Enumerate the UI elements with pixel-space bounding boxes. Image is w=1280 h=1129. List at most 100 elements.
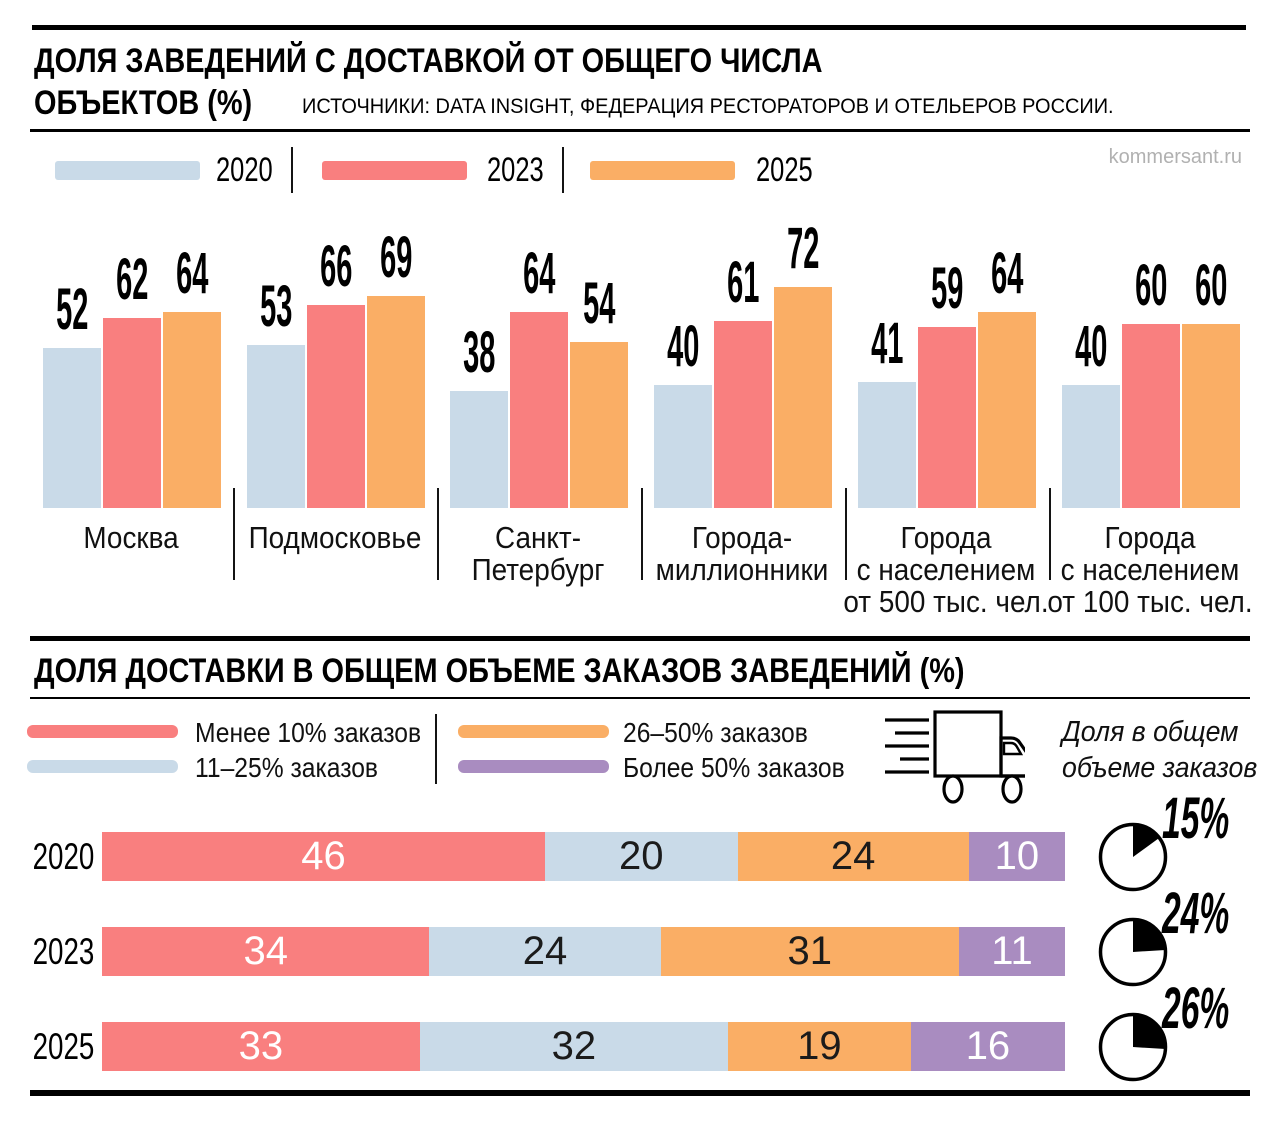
grouped-bar-chart: 52 53 38 40 41 40 62 66 64 61 59 60 64 69 54 72 64 60 Моск…	[43, 216, 1253, 619]
category-label: Санкт- Петербург	[471, 520, 605, 587]
legend-divider	[435, 714, 437, 784]
bar-2023-group5	[918, 327, 976, 508]
bar-2025-group1	[163, 312, 221, 508]
section-divider-rule	[30, 636, 1250, 641]
segment-2025-s2: 32	[419, 1022, 728, 1071]
stacked-bar-chart: 2020 46 20 24 10 15% 2023 34 24 31 11 24% 2025 33 32 19…	[0, 789, 1280, 1100]
bar-value-label: 40	[1074, 314, 1108, 379]
bar-value-label: 69	[379, 225, 413, 290]
bar-value-label: 52	[55, 277, 89, 342]
bar-2023-group6	[1122, 324, 1180, 508]
legend-label-26-50: 26–50% заказов	[623, 717, 808, 748]
share-note-line2: объеме заказов	[1062, 752, 1258, 784]
segment-2023-s3: 31	[660, 927, 960, 976]
legend-divider	[562, 147, 564, 193]
top-rule	[32, 25, 1246, 30]
bar-2025-group6	[1182, 324, 1240, 508]
pie-percent-label: 26%	[1162, 975, 1230, 1041]
category-label: Города с населением от 500 тыс. чел.	[843, 520, 1049, 619]
group-divider	[1049, 488, 1051, 580]
pie-percent-label: 24%	[1162, 880, 1230, 946]
bar-value-label: 64	[175, 241, 209, 306]
legend-label-2023: 2023	[487, 151, 544, 189]
bar-value-label: 41	[870, 311, 904, 376]
bar-value-label: 66	[319, 234, 353, 299]
bar-value-label: 64	[522, 241, 556, 306]
segment-2020-s1: 46	[102, 832, 545, 881]
segment-2025-s1: 33	[102, 1022, 420, 1071]
bar-value-label: 40	[666, 314, 700, 379]
bar-value-label: 60	[1134, 253, 1168, 318]
pie-share-icon	[1093, 912, 1173, 992]
bar-2020-group3	[450, 391, 508, 508]
bar-2025-group5	[978, 312, 1036, 508]
bottom-chart-title: ДОЛЯ ДОСТАВКИ В ОБЩЕМ ОБЪЕМЕ ЗАКАЗОВ ЗАВ…	[34, 652, 965, 690]
bar-2025-group3	[570, 342, 628, 508]
title-underline-rule	[30, 129, 1250, 132]
share-note-line1: Доля в общем	[1062, 716, 1239, 748]
legend-swatch-more-50	[458, 760, 609, 773]
bar-2020-group1	[43, 348, 101, 508]
group-divider	[233, 488, 235, 580]
source-note: ИСТОЧНИКИ: DATA INSIGHT, ФЕДЕРАЦИЯ РЕСТО…	[302, 95, 1114, 118]
segment-2025-s3: 19	[727, 1022, 911, 1071]
bar-2023-group4	[714, 321, 772, 508]
legend-swatch-2023	[322, 161, 467, 180]
bar-2023-group2	[307, 305, 365, 508]
bar-value-label: 54	[582, 271, 616, 336]
bottom-title-underline-rule	[30, 697, 1250, 699]
pie-percent-label: 15%	[1162, 785, 1230, 851]
bar-2023-group1	[103, 318, 161, 508]
segment-2023-s1: 34	[102, 927, 430, 976]
truck-icon	[875, 706, 1025, 806]
segment-2020-s3: 24	[737, 832, 969, 881]
legend-swatch-2020	[55, 161, 200, 180]
top-chart-title-line1: ДОЛЯ ЗАВЕДЕНИЙ С ДОСТАВКОЙ ОТ ОБЩЕГО ЧИС…	[34, 42, 823, 80]
legend-swatch-11-25	[27, 760, 178, 773]
legend-swatch-less-10	[27, 725, 178, 738]
segment-2025-s4: 16	[910, 1022, 1065, 1071]
group-divider	[437, 488, 439, 580]
category-label: Города с населением от 100 тыс. чел.	[1047, 520, 1253, 619]
segment-2020-s2: 20	[544, 832, 738, 881]
bar-value-label: 61	[726, 250, 760, 315]
bar-value-label: 38	[462, 320, 496, 385]
segment-2023-s4: 11	[959, 927, 1065, 976]
legend-label-2020: 2020	[216, 151, 273, 189]
bar-2020-group6	[1062, 385, 1120, 508]
category-label: Москва	[83, 520, 179, 555]
group-divider	[845, 488, 847, 580]
segment-2020-s4: 10	[968, 832, 1065, 881]
legend-swatch-26-50	[458, 725, 609, 738]
year-label-2023: 2023	[32, 930, 94, 972]
brand-label: kommersant.ru	[1108, 146, 1242, 168]
year-label-2020: 2020	[32, 835, 94, 877]
bar-value-label: 59	[930, 256, 964, 321]
share-note: Доля в общем объеме заказов	[1062, 714, 1257, 786]
bar-2020-group5	[858, 382, 916, 508]
legend-divider	[291, 147, 293, 193]
bar-2025-group4	[774, 287, 832, 508]
group-divider	[641, 488, 643, 580]
legend-label-2025: 2025	[756, 151, 813, 189]
bar-2025-group2	[367, 296, 425, 508]
category-label: Города-миллионники	[655, 520, 829, 587]
category-label: Подмосковье	[248, 520, 422, 555]
segment-2023-s2: 24	[429, 927, 661, 976]
legend-swatch-2025	[590, 161, 735, 180]
bar-value-label: 60	[1194, 253, 1228, 318]
legend-label-more-50: Более 50% заказов	[623, 752, 845, 783]
bar-value-label: 62	[115, 247, 149, 312]
top-chart-title-line2: ОБЪЕКТОВ (%)	[34, 84, 253, 122]
bottom-rule	[30, 1090, 1250, 1096]
bar-2020-group4	[654, 385, 712, 508]
pie-share-icon	[1093, 817, 1173, 897]
legend-label-11-25: 11–25% заказов	[195, 752, 379, 783]
bar-2023-group3	[510, 312, 568, 508]
legend-label-less-10: Менее 10% заказов	[195, 717, 422, 748]
bar-value-label: 53	[259, 274, 293, 339]
pie-share-icon	[1093, 1007, 1173, 1087]
bar-value-label: 72	[786, 216, 820, 281]
bar-2020-group2	[247, 345, 305, 508]
